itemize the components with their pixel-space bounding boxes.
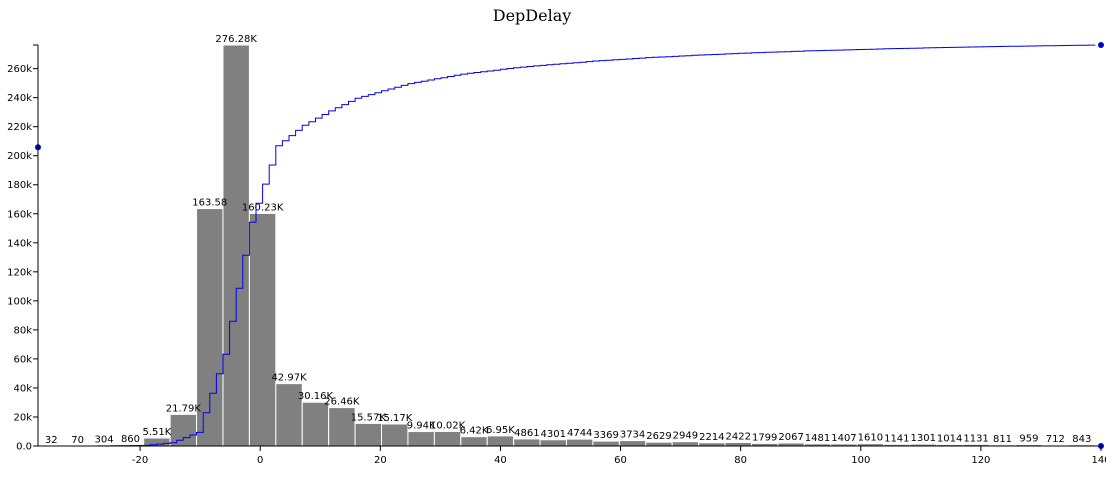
bar-value-label: 1141 xyxy=(884,433,909,444)
x-tick-label: 0 xyxy=(257,455,263,466)
bar-value-label: 2629 xyxy=(646,431,671,442)
y-axis: 0.0 20k 40k 60k 80k 100k 120k 140k 160k 180k 200k 2… xyxy=(7,44,39,453)
bar-value-label: 712 xyxy=(1046,434,1065,445)
x-tick-label: 140 xyxy=(1091,455,1106,466)
histogram-bar xyxy=(645,441,673,447)
bar-value-label: 9.94K xyxy=(407,421,436,432)
x-tick-label: 60 xyxy=(614,455,627,466)
bar-value-label: 1131 xyxy=(963,433,988,444)
y-tick-label: 60k xyxy=(13,354,32,365)
bar-value-label: 6.42K xyxy=(460,426,489,437)
histogram-bar xyxy=(671,441,700,447)
y-tick-label: 140k xyxy=(7,238,32,249)
histogram-bar xyxy=(169,413,198,447)
histogram-bar xyxy=(513,438,541,447)
bar-value-label: 1610 xyxy=(858,433,883,444)
bar-value-label: 4301 xyxy=(541,429,566,440)
histogram-bar xyxy=(433,430,462,447)
bar-value-label: 6.95K xyxy=(486,425,515,436)
histogram-bar xyxy=(565,438,594,447)
y-tick-label: 220k xyxy=(7,122,32,133)
bar-value-label: 5.51K xyxy=(142,427,171,438)
x-tick-label: 20 xyxy=(374,455,387,466)
bar-value-label: 70 xyxy=(71,435,84,446)
bar-value-label: 32 xyxy=(45,435,58,446)
y-tick-label: 180k xyxy=(7,180,32,191)
bar-value-label: 2214 xyxy=(699,432,724,443)
bar-value-label: 304 xyxy=(95,435,114,446)
y-tick-label: 0.0 xyxy=(16,442,32,453)
bar-value-label: 10.02K xyxy=(430,420,466,431)
bar-value-label: 4861 xyxy=(514,428,539,439)
bar-value-label: 276.28K xyxy=(215,34,257,45)
x-axis: -20 0 20 40 60 80 100 120 140 xyxy=(38,445,1106,466)
bar-value-label: 2422 xyxy=(726,431,751,442)
histogram-bar xyxy=(592,440,620,447)
histogram-bar xyxy=(460,436,488,447)
bar-value-label: 1014 xyxy=(937,434,962,445)
histogram-bar xyxy=(407,431,435,447)
bar-value-label: 2067 xyxy=(778,432,803,443)
x-tick-label: -20 xyxy=(132,455,148,466)
histogram-bar xyxy=(486,435,515,447)
cumulative-end-marker xyxy=(1098,42,1104,48)
bar-value-label: 1301 xyxy=(911,433,936,444)
bar-value-label: 1407 xyxy=(831,433,856,444)
histogram-bar xyxy=(381,423,409,447)
chart-title: DepDelay xyxy=(493,6,572,25)
bar-value-label: 3369 xyxy=(593,430,618,441)
x-tick-label: 40 xyxy=(494,455,507,466)
bar-value-label: 3734 xyxy=(620,430,645,441)
x-tick-label: 120 xyxy=(971,455,990,466)
y-tick-label: 80k xyxy=(13,325,32,336)
y-tick-label: 40k xyxy=(13,383,32,394)
cdf-group xyxy=(35,42,1104,449)
histogram-bar xyxy=(275,383,303,447)
cumulative-line xyxy=(38,44,1096,447)
bar-value-label: 15.57K xyxy=(351,412,387,423)
bar-value-label: 163.58 xyxy=(192,198,227,209)
y-tick-label: 120k xyxy=(7,267,32,278)
bar-value-label: 959 xyxy=(1019,434,1038,445)
histogram-bar xyxy=(618,440,647,447)
histogram-bar xyxy=(539,439,567,447)
bar-value-label: 860 xyxy=(121,434,140,445)
histogram-bar xyxy=(724,441,752,447)
bar-value-label: 30.16K xyxy=(298,391,334,402)
bar-value-label: 4744 xyxy=(567,428,592,439)
bars-group xyxy=(37,44,1096,447)
y-tick-label: 20k xyxy=(13,412,32,423)
bar-value-label: 15.17K xyxy=(377,413,413,424)
bar-value-label: 843 xyxy=(1072,434,1091,445)
bar-value-label: 811 xyxy=(993,434,1012,445)
bar-value-label: 42.97K xyxy=(271,373,307,384)
bar-value-label: 21.79K xyxy=(166,403,202,414)
x-tick-label: 100 xyxy=(851,455,870,466)
bar-value-label: 26.46K xyxy=(324,397,360,408)
bar-value-label: 160.23K xyxy=(242,202,284,213)
histogram-bar xyxy=(248,212,277,447)
y-tick-label: 240k xyxy=(7,93,32,104)
y-tick-label: 100k xyxy=(7,296,32,307)
histogram-bar xyxy=(301,401,330,447)
y-tick-label: 200k xyxy=(7,151,32,162)
histogram-bar xyxy=(222,44,250,447)
y-tick-label: 160k xyxy=(7,209,32,220)
x-tick-label: 80 xyxy=(734,455,747,466)
bar-value-label: 1799 xyxy=(752,432,777,443)
histogram-bar xyxy=(354,422,383,447)
y-tick-label: 260k xyxy=(7,64,32,75)
bar-value-label: 2949 xyxy=(673,431,698,442)
bar-value-label: 1481 xyxy=(805,433,830,444)
